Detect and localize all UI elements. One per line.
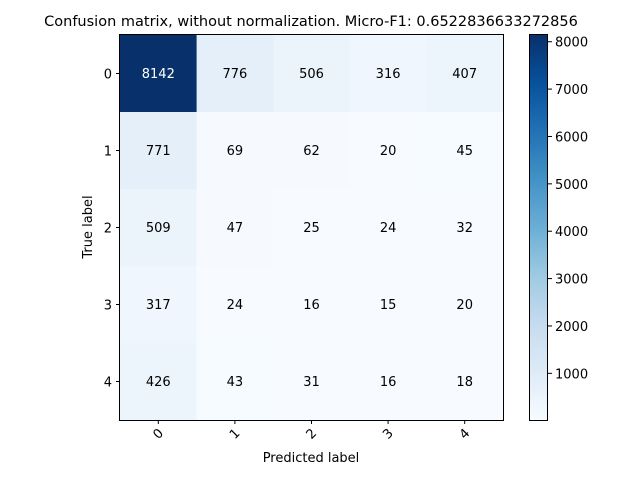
x-axis-ticks: 0 1 2 3 4 (150, 420, 473, 443)
heatmap-cell (349, 343, 427, 421)
cell-value-label: 43 (227, 375, 244, 390)
colorbar (529, 34, 548, 421)
colorbar-tick-label: 7000 (555, 83, 588, 98)
x-tick-label: 2 (304, 426, 320, 442)
heatmap-cell (120, 189, 198, 267)
heatmap-cell (426, 266, 504, 344)
heatmap-cell (273, 189, 351, 267)
heatmap-cell (120, 35, 198, 113)
x-tick-label: 0 (150, 426, 166, 442)
colorbar-ticks: 1000 2000 3000 4000 5000 6000 7000 8000 (548, 36, 588, 382)
heatmap-cell (196, 266, 274, 344)
cell-value-label: 31 (303, 375, 320, 390)
x-axis-label: Predicted label (263, 451, 360, 466)
cell-value-label: 16 (303, 298, 320, 313)
y-tick-label: 2 (104, 222, 112, 237)
cell-value-label: 316 (376, 67, 401, 82)
heatmap-cell (349, 266, 427, 344)
cell-value-label: 62 (303, 144, 320, 159)
cell-value-label: 317 (146, 298, 171, 313)
cell-value-label: 16 (380, 375, 397, 390)
heatmap-cell (349, 35, 427, 113)
heatmap-cell (349, 189, 427, 267)
y-axis-ticks: 0 1 2 3 4 (104, 68, 120, 391)
y-tick-label: 3 (104, 299, 112, 314)
heatmap-cell (120, 266, 198, 344)
heatmap-cell (426, 35, 504, 113)
heatmap-cell (273, 266, 351, 344)
heatmap-cell (426, 343, 504, 421)
heatmap-cell (120, 343, 198, 421)
colorbar-tick-label: 6000 (555, 130, 588, 145)
x-tick-label: 3 (380, 426, 396, 442)
heatmap-cell (120, 112, 198, 190)
cell-value-label: 25 (303, 221, 320, 236)
cell-value-label: 45 (456, 144, 473, 159)
cell-value-label: 47 (227, 221, 244, 236)
cell-value-label: 15 (380, 298, 397, 313)
heatmap-cell (426, 189, 504, 267)
y-tick-label: 1 (104, 145, 112, 160)
cell-value-label: 426 (146, 375, 171, 390)
cell-value-label: 24 (380, 221, 397, 236)
heatmap-cell-labels: 8142 776 506 316 407 771 69 62 20 45 509 47 25 24 32 31… (142, 67, 477, 390)
cell-value-label: 776 (222, 67, 247, 82)
heatmap-cell (196, 112, 274, 190)
colorbar-tick-label: 5000 (555, 178, 588, 193)
heatmap-cell (196, 189, 274, 267)
cell-value-label: 24 (227, 298, 244, 313)
heatmap-cells (120, 35, 504, 421)
colorbar-tick-label: 3000 (555, 273, 588, 288)
y-tick-label: 4 (104, 376, 112, 391)
heatmap-cell (196, 35, 274, 113)
cell-value-label: 20 (380, 144, 397, 159)
heatmap-cell (273, 343, 351, 421)
x-tick-label: 1 (227, 426, 243, 442)
cell-value-label: 407 (452, 67, 477, 82)
heatmap-cell (426, 112, 504, 190)
cell-value-label: 20 (456, 298, 473, 313)
cell-value-label: 69 (227, 144, 244, 159)
heatmap-cell (273, 35, 351, 113)
cell-value-label: 8142 (142, 67, 175, 82)
heatmap-cell (196, 343, 274, 421)
chart-title: Confusion matrix, without normalization.… (44, 14, 578, 30)
y-axis-label: True label (81, 195, 96, 259)
x-tick-label: 4 (457, 426, 473, 442)
colorbar-tick-label: 2000 (555, 320, 588, 335)
cell-value-label: 771 (146, 144, 171, 159)
y-tick-label: 0 (104, 68, 112, 83)
cell-value-label: 506 (299, 67, 324, 82)
heatmap-cell (273, 112, 351, 190)
cell-value-label: 509 (146, 221, 171, 236)
heatmap-cell (349, 112, 427, 190)
cell-value-label: 32 (456, 221, 473, 236)
colorbar-tick-label: 4000 (555, 225, 588, 240)
cell-value-label: 18 (456, 375, 473, 390)
colorbar-tick-label: 8000 (555, 36, 588, 51)
colorbar-tick-label: 1000 (555, 367, 588, 382)
